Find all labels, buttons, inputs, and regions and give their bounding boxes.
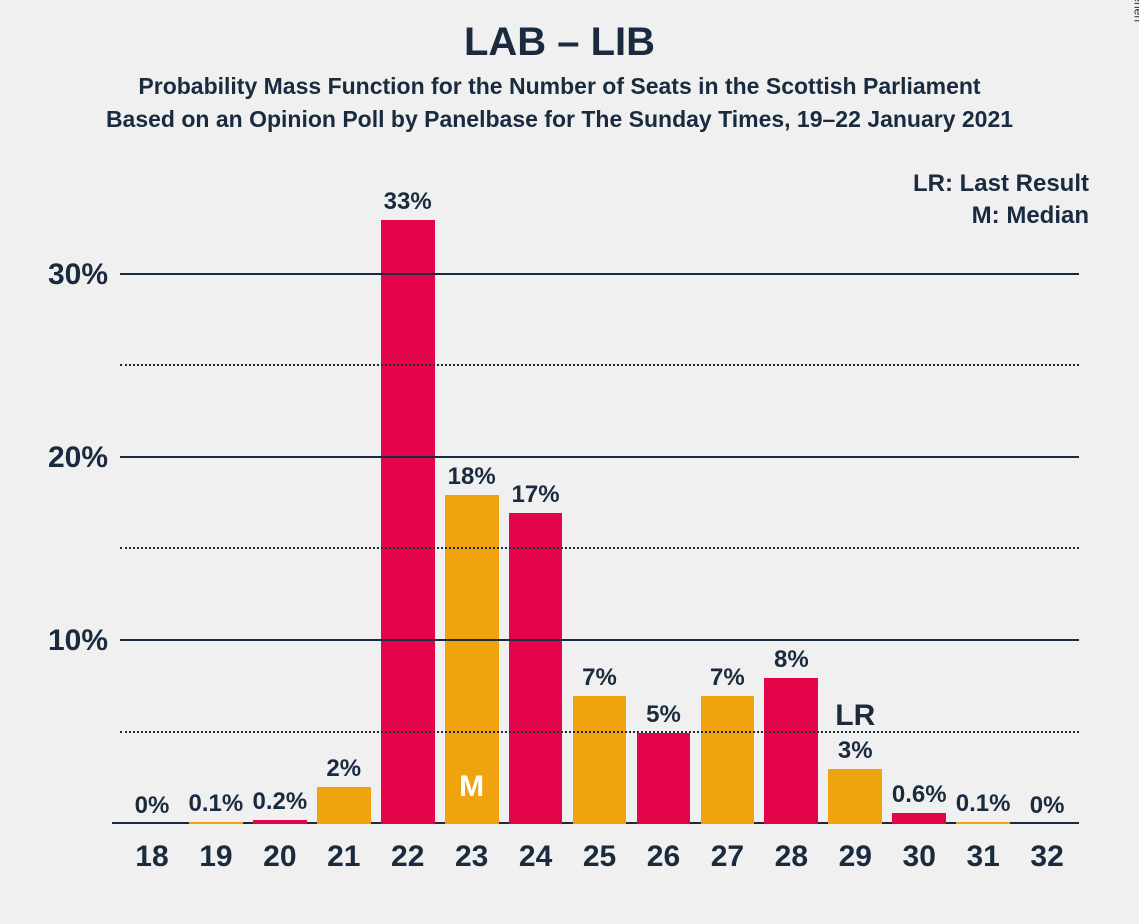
bar-value-label: 7% bbox=[582, 664, 617, 692]
legend-lr: LR: Last Result bbox=[913, 170, 1089, 198]
bar: 8% bbox=[764, 678, 818, 824]
bar: 18%M bbox=[445, 495, 499, 824]
x-tick-label: 18 bbox=[120, 840, 184, 874]
bar: 0.2% bbox=[253, 820, 307, 824]
bar: 0.1% bbox=[956, 822, 1010, 824]
gridline-minor bbox=[120, 731, 1079, 733]
gridline-major: 30% bbox=[120, 273, 1079, 275]
x-tick-label: 22 bbox=[376, 840, 440, 874]
bar: 2% bbox=[317, 787, 371, 824]
chart-subtitle-2: Based on an Opinion Poll by Panelbase fo… bbox=[30, 106, 1089, 133]
x-tick-label: 24 bbox=[504, 840, 568, 874]
bar-slot: 17% bbox=[504, 220, 568, 824]
y-tick-label: 10% bbox=[48, 624, 108, 658]
bar-value-label: 0.2% bbox=[252, 788, 307, 816]
bar: 33% bbox=[381, 220, 435, 824]
median-marker: M bbox=[459, 770, 484, 804]
chart-container: LAB – LIB Probability Mass Function for … bbox=[30, 20, 1089, 894]
copyright-text: © 2021 Filip van Laenen bbox=[1131, 0, 1139, 22]
x-tick-label: 19 bbox=[184, 840, 248, 874]
bar: 17% bbox=[509, 513, 563, 824]
bar-slot: 33% bbox=[376, 220, 440, 824]
last-result-marker: LR bbox=[835, 699, 875, 733]
x-tick-label: 23 bbox=[440, 840, 504, 874]
bar-slot: 2% bbox=[312, 220, 376, 824]
bar-value-label: 18% bbox=[448, 463, 496, 491]
bar: 3%LR bbox=[828, 769, 882, 824]
x-tick-label: 27 bbox=[695, 840, 759, 874]
x-tick-label: 20 bbox=[248, 840, 312, 874]
gridline-minor bbox=[120, 547, 1079, 549]
bar-slot: 3% LR bbox=[823, 220, 887, 824]
bar: 0.1% bbox=[189, 822, 243, 824]
x-tick-label: 30 bbox=[887, 840, 951, 874]
bar-value-label: 0.1% bbox=[956, 790, 1011, 818]
y-tick-label: 20% bbox=[48, 441, 108, 475]
bar-slot: 7% bbox=[568, 220, 632, 824]
x-tick-label: 32 bbox=[1015, 840, 1079, 874]
gridline-major: 10% bbox=[120, 639, 1079, 641]
bar-slot: 18% M bbox=[440, 220, 504, 824]
bar-value-label: 0% bbox=[135, 792, 170, 820]
bar-value-label: 8% bbox=[774, 646, 809, 674]
gridline-minor bbox=[120, 364, 1079, 366]
bar-value-label: 0.6% bbox=[892, 781, 947, 809]
x-tick-label: 31 bbox=[951, 840, 1015, 874]
x-tick-label: 28 bbox=[759, 840, 823, 874]
bar-slot: 0.6% bbox=[887, 220, 951, 824]
x-tick-label: 29 bbox=[823, 840, 887, 874]
chart-title: LAB – LIB bbox=[30, 20, 1089, 65]
bar-value-label: 3% bbox=[838, 737, 873, 765]
bar: 0.6% bbox=[892, 813, 946, 824]
bar-value-label: 17% bbox=[512, 481, 560, 509]
bar-slot: 0.1% bbox=[951, 220, 1015, 824]
bar-value-label: 0% bbox=[1030, 792, 1065, 820]
bar-slot: 0% bbox=[120, 220, 184, 824]
bars-container: 0%0.1%0.2%2%33%18%M17%7%5%7%8%3%LR0.6%0.… bbox=[120, 220, 1079, 824]
x-axis: 181920212223242526272829303132 bbox=[120, 840, 1079, 874]
plot-area: 0%0.1%0.2%2%33%18%M17%7%5%7%8%3%LR0.6%0.… bbox=[120, 220, 1079, 824]
bar-value-label: 7% bbox=[710, 664, 745, 692]
bar: 7% bbox=[573, 696, 627, 824]
bar: 7% bbox=[701, 696, 755, 824]
bar-slot: 7% bbox=[695, 220, 759, 824]
bar-value-label: 33% bbox=[384, 188, 432, 216]
x-tick-label: 26 bbox=[632, 840, 696, 874]
chart-subtitle-1: Probability Mass Function for the Number… bbox=[30, 73, 1089, 100]
y-tick-label: 30% bbox=[48, 258, 108, 292]
x-tick-label: 25 bbox=[568, 840, 632, 874]
bar-slot: 0.1% bbox=[184, 220, 248, 824]
bar-value-label: 5% bbox=[646, 701, 681, 729]
gridline-major: 20% bbox=[120, 456, 1079, 458]
x-tick-label: 21 bbox=[312, 840, 376, 874]
bar: 5% bbox=[637, 733, 691, 825]
bar-slot: 0.2% bbox=[248, 220, 312, 824]
bar-slot: 8% bbox=[759, 220, 823, 824]
bar-slot: 0% bbox=[1015, 220, 1079, 824]
bar-value-label: 0.1% bbox=[189, 790, 244, 818]
bar-slot: 5% bbox=[632, 220, 696, 824]
bar-value-label: 2% bbox=[326, 755, 361, 783]
